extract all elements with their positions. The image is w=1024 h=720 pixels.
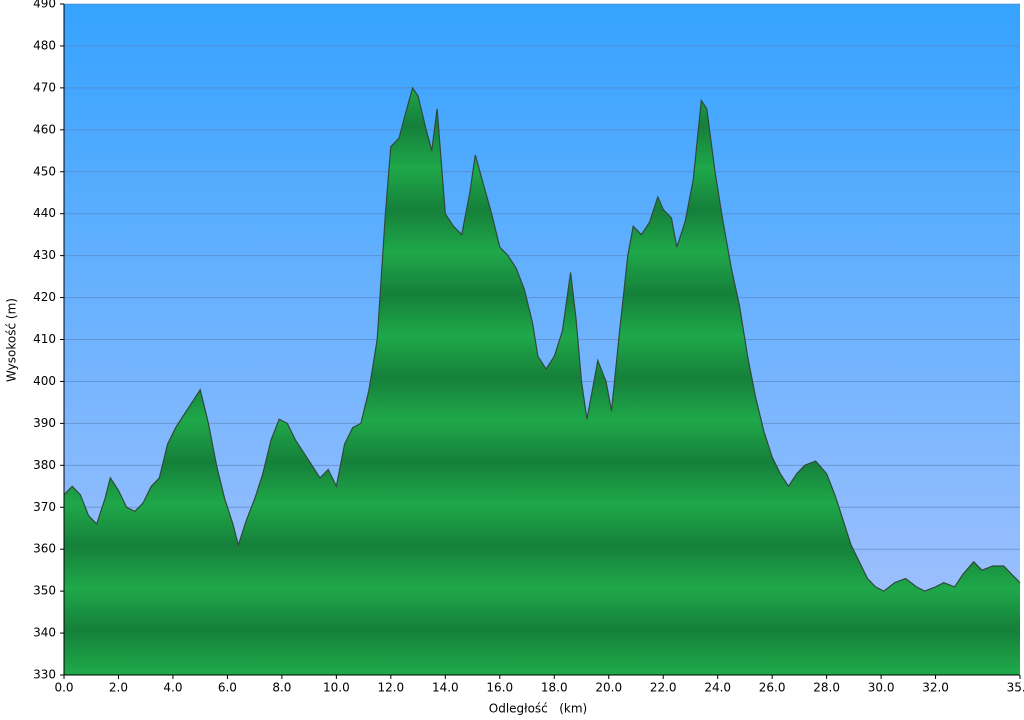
x-tick-label: 28.0 — [813, 681, 840, 695]
x-tick-label: 18.0 — [541, 681, 568, 695]
y-tick-label: 490 — [33, 0, 56, 11]
x-tick-label: 32.0 — [922, 681, 949, 695]
x-tick-label: 14.0 — [432, 681, 459, 695]
x-tick-label: 2.0 — [109, 681, 128, 695]
y-tick-label: 430 — [33, 248, 56, 262]
y-tick-label: 450 — [33, 164, 56, 178]
y-tick-label: 390 — [33, 416, 56, 430]
y-tick-label: 480 — [33, 38, 56, 52]
y-axis-title: Wysokość (m) — [5, 298, 19, 382]
y-tick-label: 410 — [33, 332, 56, 346]
y-tick-label: 470 — [33, 80, 56, 94]
x-tick-label: 24.0 — [704, 681, 731, 695]
y-tick-label: 350 — [33, 584, 56, 598]
x-tick-label: 35.1 — [1007, 681, 1024, 695]
y-tick-label: 380 — [33, 458, 56, 472]
y-tick-label: 360 — [33, 542, 56, 556]
elevation-area — [64, 87, 1020, 675]
y-tick-label: 440 — [33, 206, 56, 220]
x-tick-label: 0.0 — [54, 681, 73, 695]
x-tick-label: 26.0 — [759, 681, 786, 695]
x-tick-label: 20.0 — [595, 681, 622, 695]
x-tick-label: 6.0 — [218, 681, 237, 695]
y-tick-label: 400 — [33, 374, 56, 388]
y-tick-label: 330 — [33, 668, 56, 682]
y-tick-label: 340 — [33, 626, 56, 640]
x-tick-label: 10.0 — [323, 681, 350, 695]
y-tick-label: 420 — [33, 290, 56, 304]
y-tick-label: 460 — [33, 122, 56, 136]
y-tick-label: 370 — [33, 500, 56, 514]
x-tick-label: 22.0 — [650, 681, 677, 695]
x-tick-label: 8.0 — [272, 681, 291, 695]
elevation-line — [63, 86, 1021, 592]
x-axis-title: Odległość (km) — [489, 702, 587, 716]
x-tick-label: 30.0 — [868, 681, 895, 695]
x-tick-label: 16.0 — [486, 681, 513, 695]
x-tick-label: 4.0 — [163, 681, 182, 695]
x-tick-label: 12.0 — [377, 681, 404, 695]
